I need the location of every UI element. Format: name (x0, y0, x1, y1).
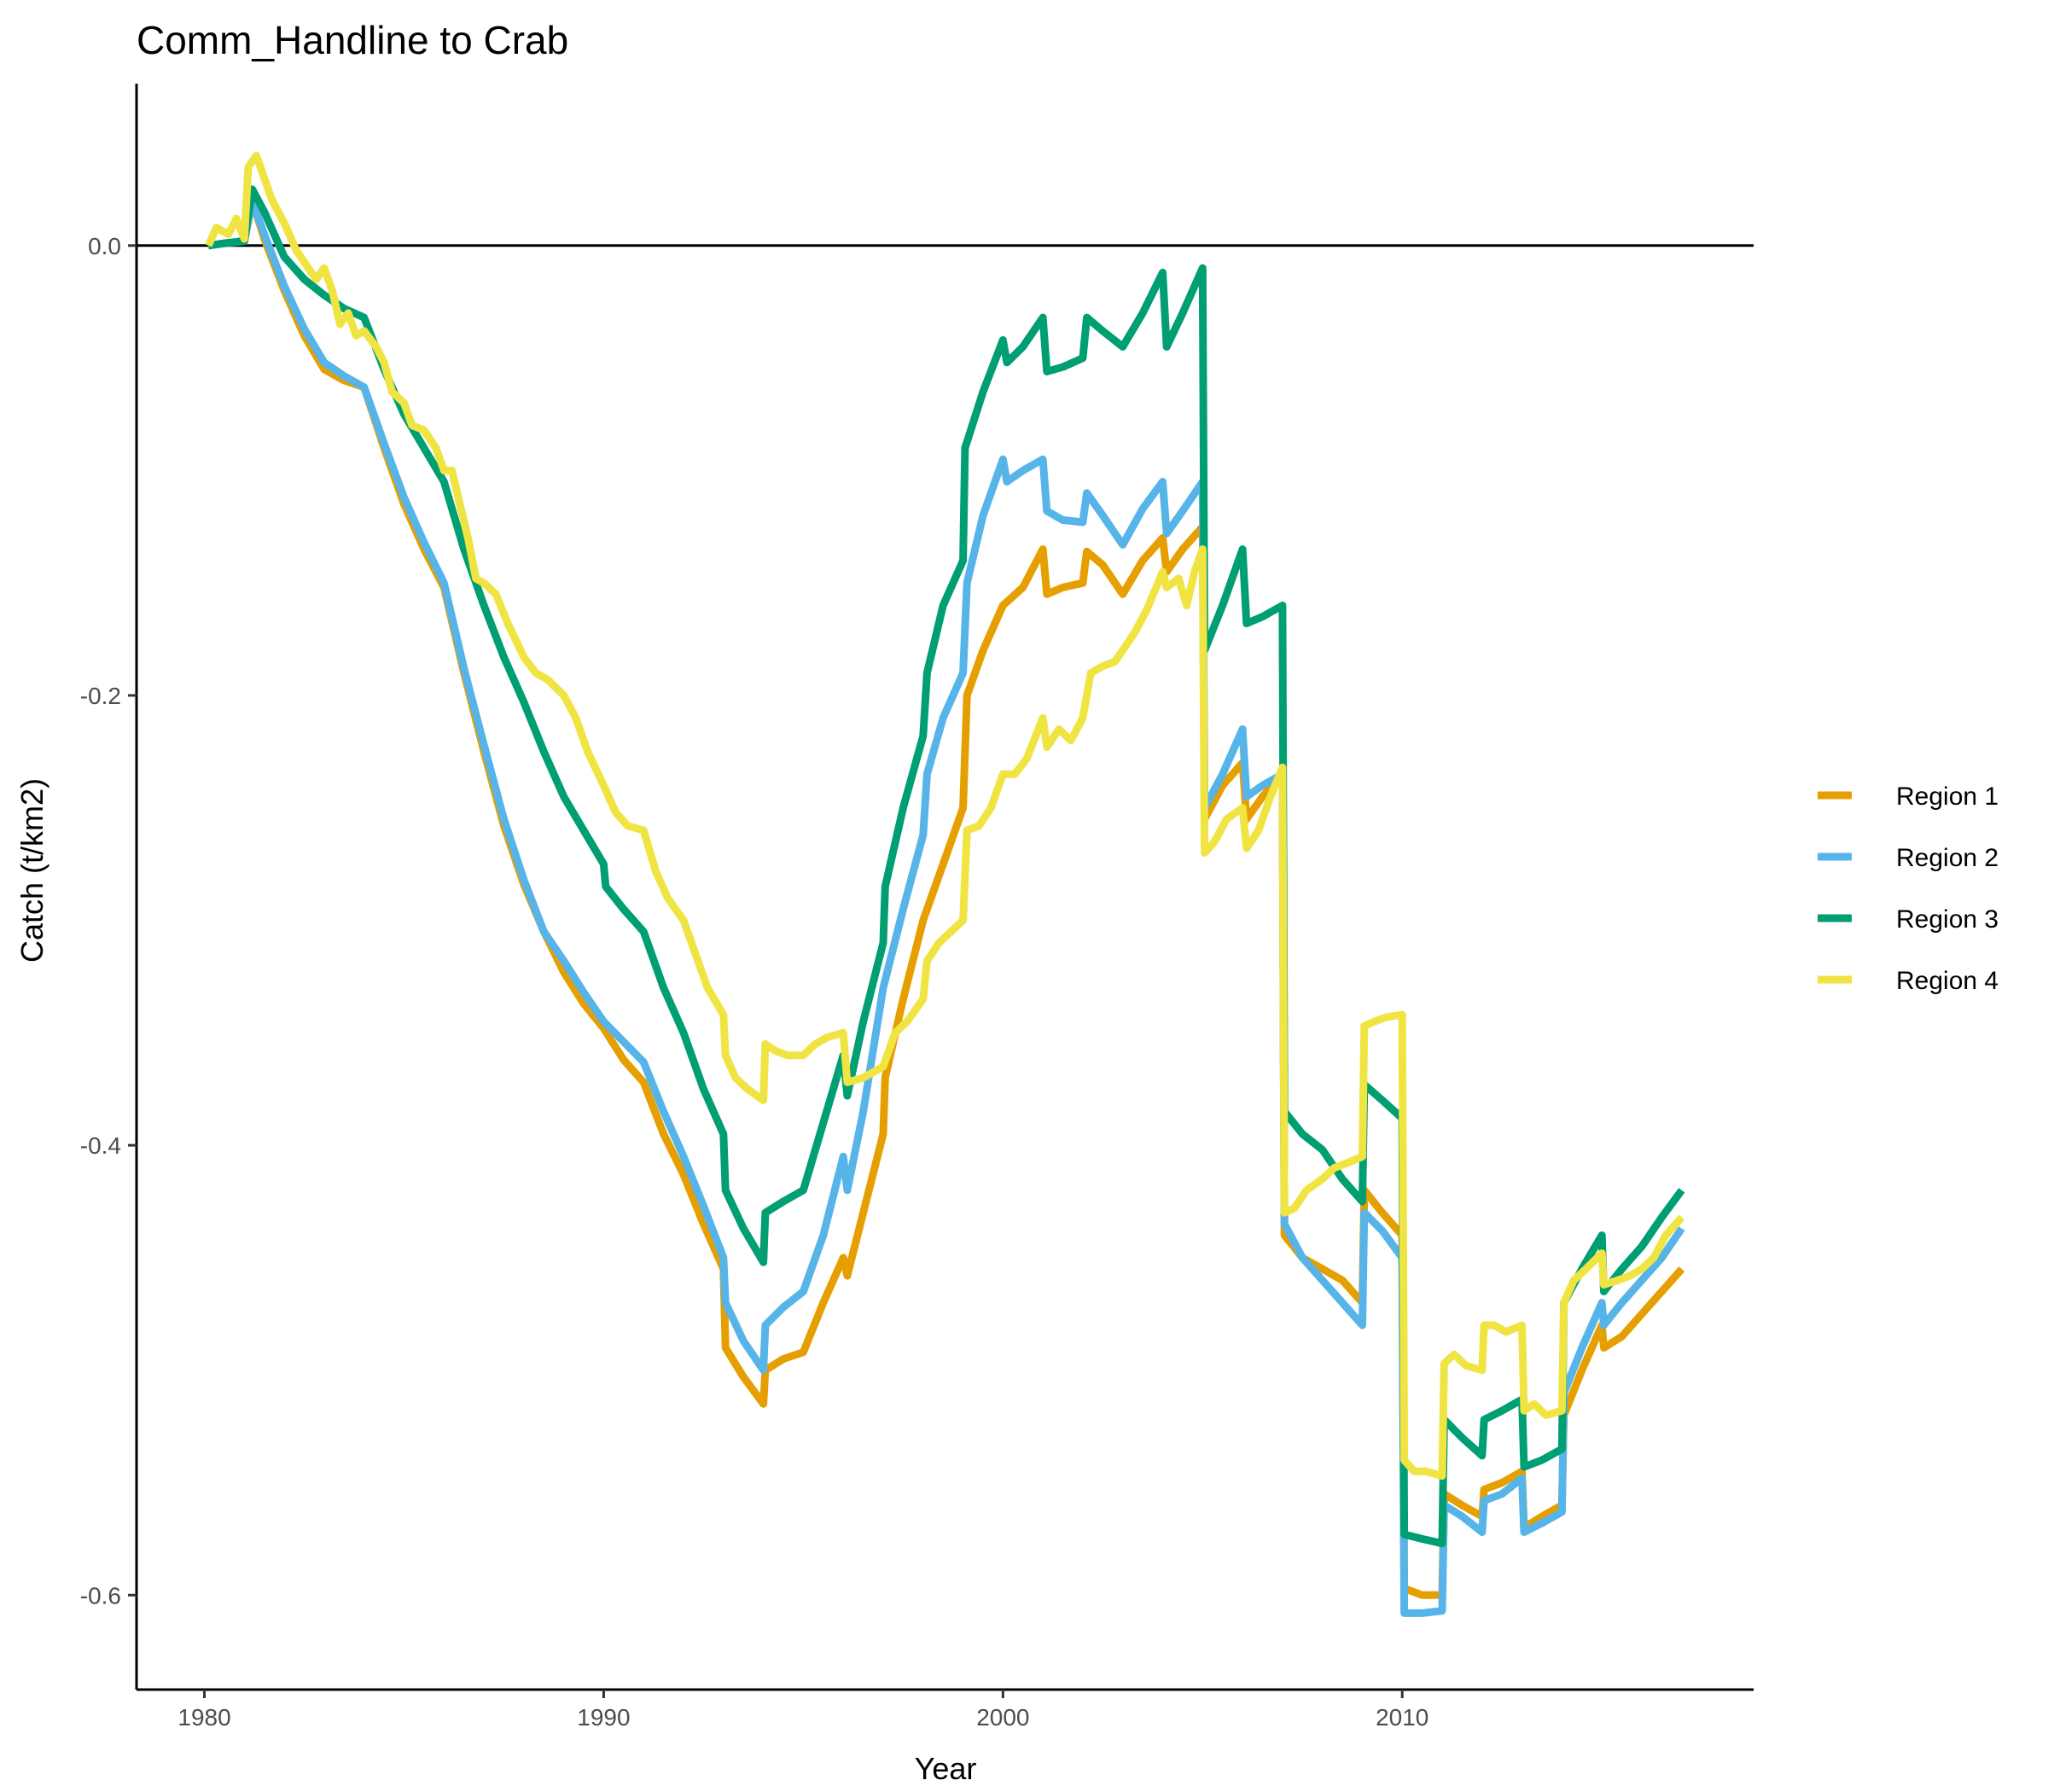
legend-item-region-1: Region 1 (1818, 783, 1999, 811)
legend-label: Region 1 (1896, 783, 1999, 811)
legend-label: Region 3 (1896, 905, 1999, 934)
plot-area: 1980 1990 2000 2010 0.0 -0.2 -0.4 -0.6 (80, 84, 1754, 1731)
y-tick-label: -0.6 (80, 1582, 121, 1609)
legend-item-region-4: Region 4 (1818, 967, 1999, 995)
legend-label: Region 2 (1896, 844, 1999, 872)
legend-label: Region 4 (1896, 967, 1999, 995)
y-tick-label: -0.2 (80, 683, 121, 709)
legend-item-region-3: Region 3 (1818, 905, 1999, 934)
legend-item-region-2: Region 2 (1818, 844, 1999, 872)
y-tick-label: -0.4 (80, 1132, 121, 1159)
x-tick-label: 1980 (177, 1704, 230, 1731)
x-tick-label: 1990 (577, 1704, 630, 1731)
y-tick-label: 0.0 (88, 233, 121, 259)
y-axis-ticks: 0.0 -0.2 -0.4 -0.6 (80, 233, 137, 1609)
series-line-region-4 (205, 151, 1685, 1481)
x-tick-label: 2010 (1376, 1704, 1428, 1731)
series-line-region-2 (207, 196, 1685, 1617)
legend: Region 1 Region 2 Region 3 Region 4 (1818, 783, 1999, 995)
y-axis-title: Catch (t/km2) (15, 778, 49, 963)
chart-title: Comm_Handline to Crab (137, 18, 568, 62)
x-axis-title: Year (915, 1751, 977, 1786)
x-tick-label: 2000 (976, 1704, 1029, 1731)
series-group (205, 151, 1685, 1617)
x-axis-ticks: 1980 1990 2000 2010 (177, 1690, 1428, 1731)
